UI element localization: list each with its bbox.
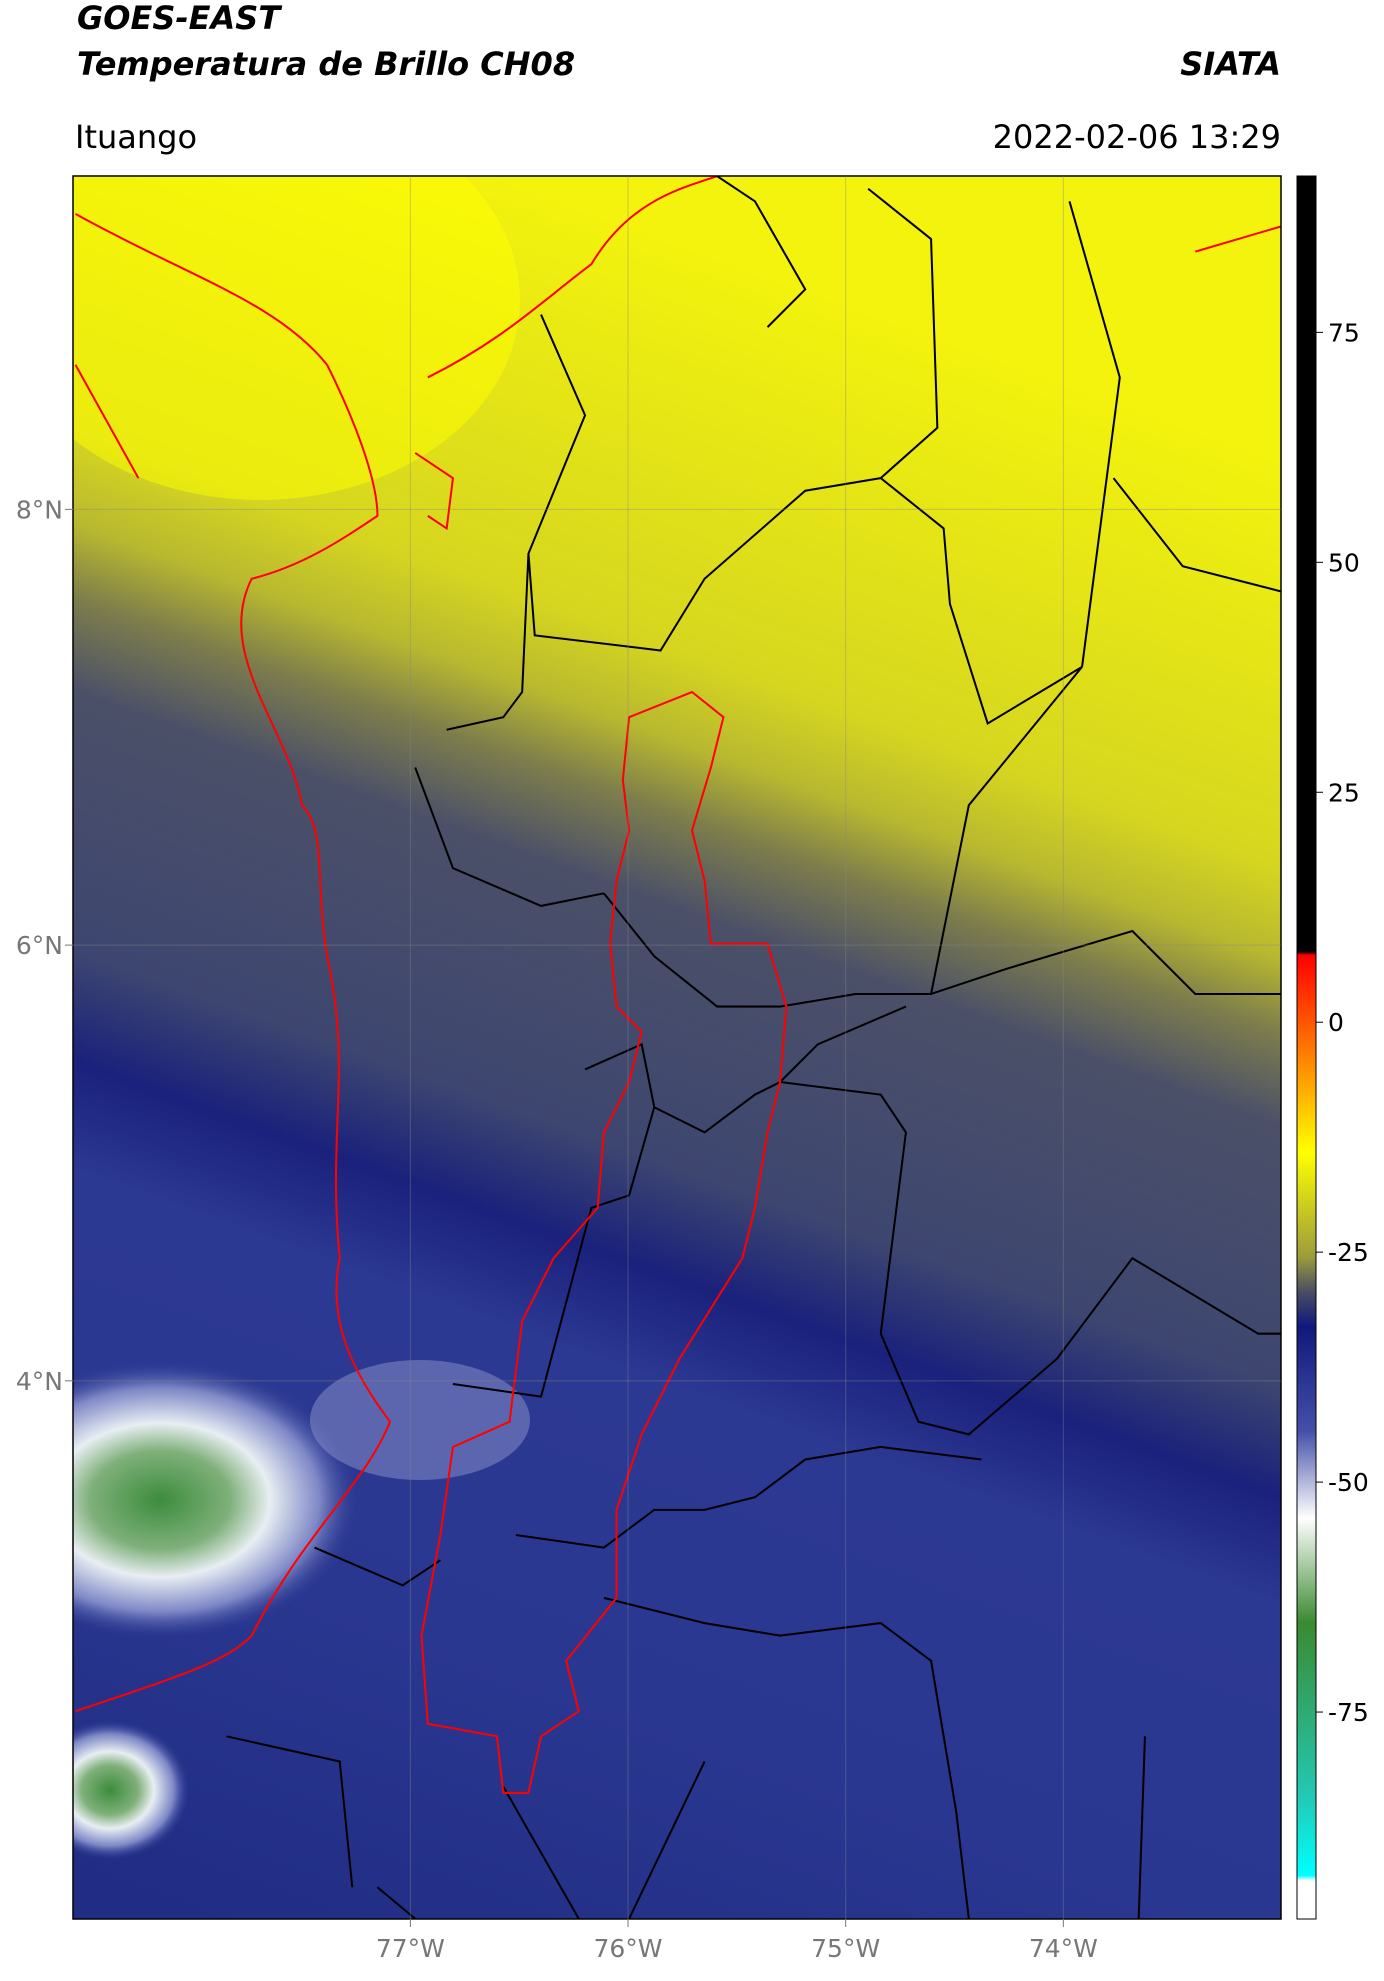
coastline xyxy=(74,176,1281,1794)
x-tick-label: 76°W xyxy=(594,1934,663,1963)
timestamp: 2022-02-06 13:29 xyxy=(993,118,1281,156)
colorbar-tick-label: 50 xyxy=(1328,548,1360,577)
source: SIATA xyxy=(1180,45,1281,83)
map xyxy=(73,176,1281,1919)
y-tick-label: 6°N xyxy=(16,931,63,960)
map-frame xyxy=(72,175,1282,1920)
warm-area xyxy=(73,176,520,500)
cold-cloud xyxy=(73,1360,360,1640)
subtitle: Temperatura de Brillo CH08 xyxy=(77,45,575,83)
x-tick-label: 75°W xyxy=(811,1934,880,1963)
cold-cloud xyxy=(310,1360,530,1480)
x-tick-label: 74°W xyxy=(1029,1934,1098,1963)
colorbar-tick-label: 25 xyxy=(1328,778,1360,807)
colorbar-tick-label: -50 xyxy=(1328,1468,1369,1497)
colorbar-tick-label: 0 xyxy=(1328,1008,1344,1037)
x-tick-label: 77°W xyxy=(376,1934,445,1963)
title: GOES-EAST xyxy=(77,0,282,37)
y-tick-label: 8°N xyxy=(16,495,63,524)
colorbar-tick-label: -25 xyxy=(1328,1238,1369,1267)
location: Ituango xyxy=(75,118,197,156)
colorbar-tick-label: -75 xyxy=(1328,1698,1369,1727)
y-tick-label: 4°N xyxy=(16,1367,63,1396)
colorbar xyxy=(1296,175,1317,1920)
colorbar-tick-label: 75 xyxy=(1328,318,1360,347)
boundaries xyxy=(226,176,1281,1919)
cold-cloud xyxy=(73,1720,190,1860)
